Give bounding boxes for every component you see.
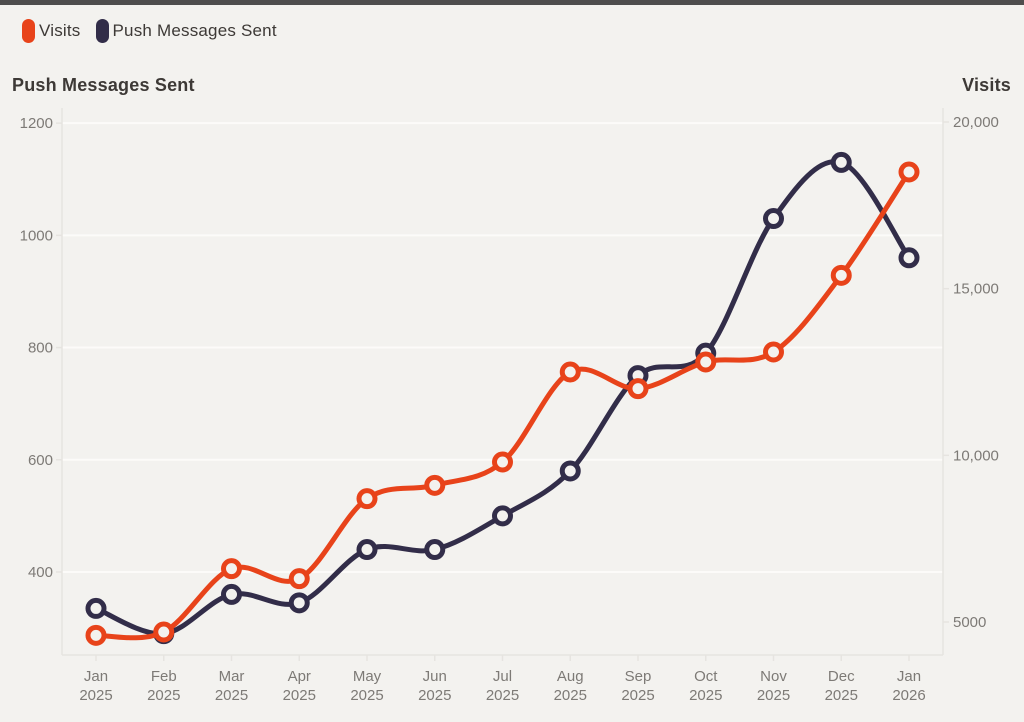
- data-point-marker-visits: [830, 264, 852, 286]
- x-axis-tick-label-month: Jan: [897, 668, 921, 685]
- data-point-marker-visits: [153, 621, 175, 643]
- x-axis-tick-label-month: Jul: [493, 668, 512, 685]
- x-axis-tick-label-month: Oct: [694, 668, 718, 685]
- push-series-swatch-icon: [95, 19, 109, 43]
- legend-label-push-messages: Push Messages Sent: [112, 21, 277, 40]
- x-axis-tick-label-year: 2025: [418, 687, 451, 704]
- data-point-marker-visits: [559, 361, 581, 383]
- data-point-marker-push-messages-sent: [763, 208, 784, 230]
- data-point-marker-push-messages-sent: [85, 597, 107, 619]
- x-axis-tick-label-month: Aug: [557, 668, 584, 685]
- right-axis-tick-label: 20,000: [953, 114, 999, 131]
- x-axis-tick-label-month: Nov: [760, 668, 787, 685]
- data-point-marker-push-messages-sent: [356, 539, 378, 561]
- right-axis-title: Visits: [962, 75, 1011, 95]
- x-axis-tick-label-month: Sep: [625, 668, 652, 685]
- data-point-marker-push-messages-sent: [424, 539, 446, 561]
- x-axis-tick-label-year: 2025: [283, 687, 316, 704]
- window-top-border: [0, 0, 1024, 5]
- legend-item-visits[interactable]: Visits: [22, 19, 81, 43]
- data-point-marker-push-messages-sent: [559, 460, 581, 482]
- x-axis-tick-label-month: Mar: [219, 668, 245, 685]
- x-axis-tick-label-year: 2025: [79, 687, 112, 704]
- left-axis-tick-label: 600: [28, 452, 53, 469]
- x-axis-tick-label-year: 2025: [689, 687, 722, 704]
- left-axis-tick-label: 1200: [20, 115, 53, 132]
- series-line-visits: [93, 169, 912, 641]
- data-point-marker-visits: [85, 624, 107, 646]
- x-axis-tick-label-month: Jan: [84, 668, 108, 685]
- data-point-marker-visits: [221, 558, 242, 580]
- left-axis-title: Push Messages Sent: [12, 75, 195, 95]
- left-axis-tick-label: 800: [28, 340, 53, 357]
- x-axis-tick-label-year: 2025: [757, 687, 790, 704]
- data-point-marker-visits: [695, 351, 717, 373]
- x-axis-tick-label-month: May: [353, 668, 382, 685]
- data-point-marker-push-messages-sent: [492, 505, 513, 527]
- legend-item-push-messages[interactable]: Push Messages Sent: [95, 19, 277, 43]
- data-point-marker-visits: [356, 488, 378, 510]
- right-axis-tick-label: 5000: [953, 614, 986, 631]
- right-axis-tick-label: 10,000: [953, 447, 999, 464]
- x-axis-tick-label-year: 2025: [215, 687, 248, 704]
- visits-series-swatch-icon: [22, 19, 35, 43]
- data-point-marker-visits: [492, 451, 513, 473]
- x-axis-tick-label-year: 2025: [350, 687, 383, 704]
- data-point-marker-visits: [898, 161, 920, 183]
- data-point-marker-visits: [288, 568, 310, 590]
- legend-label-visits: Visits: [39, 21, 81, 40]
- series-line-push-messages-sent: [93, 159, 912, 637]
- x-axis-tick-label-year: 2025: [554, 687, 587, 704]
- data-point-marker-push-messages-sent: [221, 583, 242, 605]
- data-point-marker-push-messages-sent: [898, 247, 920, 269]
- x-axis-tick-label-year: 2025: [486, 687, 519, 704]
- data-point-marker-visits: [763, 341, 784, 363]
- x-axis-tick-label-year: 2025: [825, 687, 858, 704]
- data-point-marker-visits: [627, 378, 649, 400]
- x-axis-tick-label-year: 2026: [892, 687, 925, 704]
- left-axis-tick-label: 400: [28, 564, 53, 581]
- data-point-marker-push-messages-sent: [288, 592, 310, 614]
- x-axis-tick-label-month: Dec: [828, 668, 855, 685]
- right-axis-tick-label: 15,000: [953, 281, 999, 298]
- x-axis-tick-label-month: Feb: [151, 668, 177, 685]
- x-axis-tick-label-month: Jun: [423, 668, 447, 685]
- left-axis-tick-label: 1000: [20, 227, 53, 244]
- x-axis-tick-label-year: 2025: [147, 687, 180, 704]
- x-axis-tick-label-month: Apr: [288, 668, 311, 685]
- chart-legend: Visits Push Messages Sent: [22, 19, 277, 43]
- data-point-marker-visits: [424, 474, 446, 496]
- x-axis-tick-label-year: 2025: [621, 687, 654, 704]
- data-point-marker-push-messages-sent: [830, 151, 852, 173]
